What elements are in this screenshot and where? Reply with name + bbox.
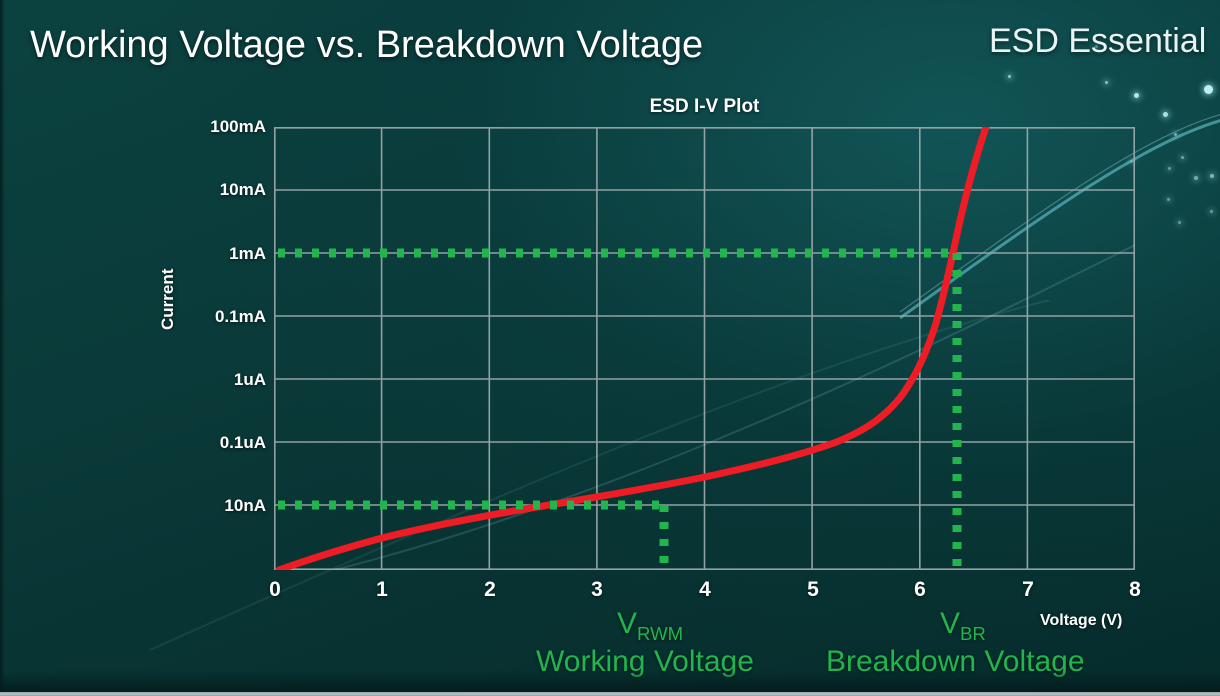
y-tick-label: 100mA [210, 117, 266, 136]
x-tick-label: 1 [376, 578, 388, 601]
bottom-shade [0, 670, 1220, 692]
chart-title: ESD I-V Plot [649, 96, 760, 117]
x-tick-label: 4 [699, 578, 711, 601]
star-dot [1008, 75, 1011, 78]
bottom-strip [0, 692, 1220, 696]
y-tick-label: 0.1mA [214, 307, 266, 326]
x-tick-label: 2 [484, 578, 496, 601]
x-tick-label: 5 [807, 578, 819, 601]
breakdown-voltage-symbol-main: V [940, 607, 961, 640]
star-dot [1204, 85, 1213, 94]
breakdown-voltage-subscript: BR [960, 623, 986, 644]
working-voltage-symbol-main: V [617, 607, 638, 640]
left-edge-shade [0, 0, 5, 696]
x-tick-label: 7 [1022, 578, 1034, 601]
y-tick-label: 10nA [224, 496, 266, 515]
star-dot [1095, 45, 1098, 48]
star-dot [1163, 112, 1168, 117]
plot-area [274, 127, 1135, 570]
y-tick-label: 1uA [233, 370, 266, 389]
x-axis-title: Voltage (V) [1040, 612, 1123, 629]
working-voltage-symbol: VRWM [617, 607, 683, 645]
brand-label: ESD Essential [989, 22, 1207, 60]
y-tick-label: 1mA [229, 244, 266, 263]
y-axis-tick-labels: 100mA 10mA 1mA 0.1mA 1uA 0.1uA 10nA [150, 0, 266, 696]
star-dot [1134, 93, 1139, 98]
breakdown-voltage-symbol: VBR [940, 607, 986, 645]
x-tick-label: 3 [591, 578, 603, 601]
iv-curve [275, 127, 990, 570]
x-tick-label: 6 [914, 578, 926, 601]
y-tick-label: 10mA [219, 180, 266, 199]
working-voltage-subscript: RWM [637, 623, 684, 644]
page-title: Working Voltage vs. Breakdown Voltage [30, 24, 704, 66]
x-tick-label: 0 [269, 578, 281, 601]
y-tick-label: 0.1uA [219, 433, 266, 452]
star-dot [1105, 81, 1108, 84]
y-axis-title: Current [158, 268, 177, 330]
x-tick-label: 8 [1129, 578, 1141, 601]
decorative-swoosh-over-plot [333, 244, 1135, 570]
